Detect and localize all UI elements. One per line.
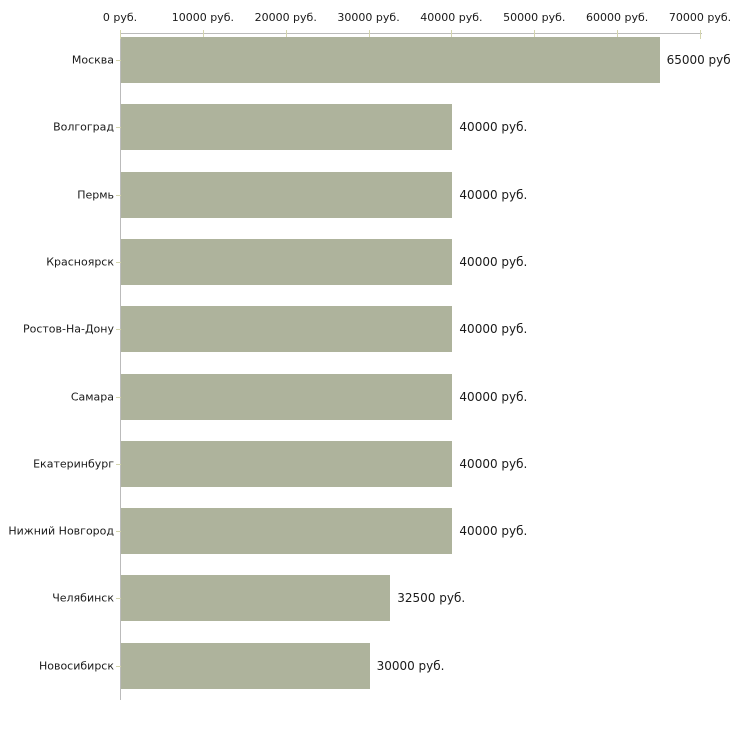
bar <box>121 575 391 622</box>
x-axis-tick <box>202 30 204 39</box>
bar <box>121 104 453 151</box>
category-label: Челябинск <box>52 591 114 605</box>
category-tick <box>116 396 121 398</box>
bar <box>121 37 660 83</box>
value-label: 40000 руб. <box>459 120 528 135</box>
value-label: 65000 руб. <box>666 53 730 67</box>
value-label: 40000 руб. <box>459 254 528 269</box>
value-label: 40000 руб. <box>459 456 528 471</box>
x-axis-tick-label: 60000 руб. <box>586 11 649 24</box>
x-axis-tick-label: 40000 руб. <box>420 11 483 24</box>
category-label: Пермь <box>77 188 114 202</box>
x-axis-tick-label: 30000 руб. <box>337 11 400 24</box>
category-label: Москва <box>71 53 114 67</box>
x-axis-tick <box>285 30 287 39</box>
bar <box>121 306 453 353</box>
x-axis-tick <box>534 30 536 39</box>
x-axis-tick <box>451 30 453 39</box>
value-label: 40000 руб. <box>459 187 528 202</box>
x-axis-tick-label: 50000 руб. <box>503 11 566 24</box>
x-axis-line <box>120 33 702 34</box>
x-axis-tick <box>368 30 370 39</box>
value-label: 40000 руб. <box>459 322 528 337</box>
category-tick <box>116 665 121 667</box>
category-label: Волгоград <box>53 120 114 134</box>
x-axis-tick-label: 70000 руб. <box>668 11 730 24</box>
category-label: Ростов-На-Дону <box>22 322 114 336</box>
x-axis-tick <box>700 30 701 39</box>
bar <box>121 238 453 285</box>
category-tick <box>116 463 121 465</box>
bar <box>121 440 453 487</box>
category-label: Екатеринбург <box>33 457 114 471</box>
x-axis-tick-label: 20000 руб. <box>254 11 317 24</box>
y-axis-line <box>120 33 121 700</box>
category-tick <box>116 261 121 263</box>
bar <box>121 508 453 555</box>
value-label: 40000 руб. <box>459 389 528 404</box>
category-tick <box>116 127 121 129</box>
x-axis-tick-label: 0 руб. <box>102 11 138 24</box>
category-label: Красноярск <box>46 255 114 269</box>
value-label: 40000 руб. <box>459 524 528 539</box>
category-label: Самара <box>70 390 114 403</box>
x-axis-tick-label: 10000 руб. <box>171 11 234 24</box>
category-tick <box>116 329 121 331</box>
category-tick <box>116 194 121 196</box>
category-tick <box>116 60 121 61</box>
category-label: Новосибирск <box>38 659 114 673</box>
x-axis-tick <box>120 30 121 39</box>
value-label: 30000 руб. <box>376 658 445 673</box>
bar <box>121 171 453 218</box>
category-tick <box>116 531 121 533</box>
value-label: 32500 руб. <box>397 591 466 606</box>
category-label: Нижний Новгород <box>8 524 114 538</box>
category-tick <box>116 598 121 600</box>
bar <box>121 373 453 420</box>
bar <box>121 642 370 689</box>
x-axis-tick <box>617 30 619 39</box>
